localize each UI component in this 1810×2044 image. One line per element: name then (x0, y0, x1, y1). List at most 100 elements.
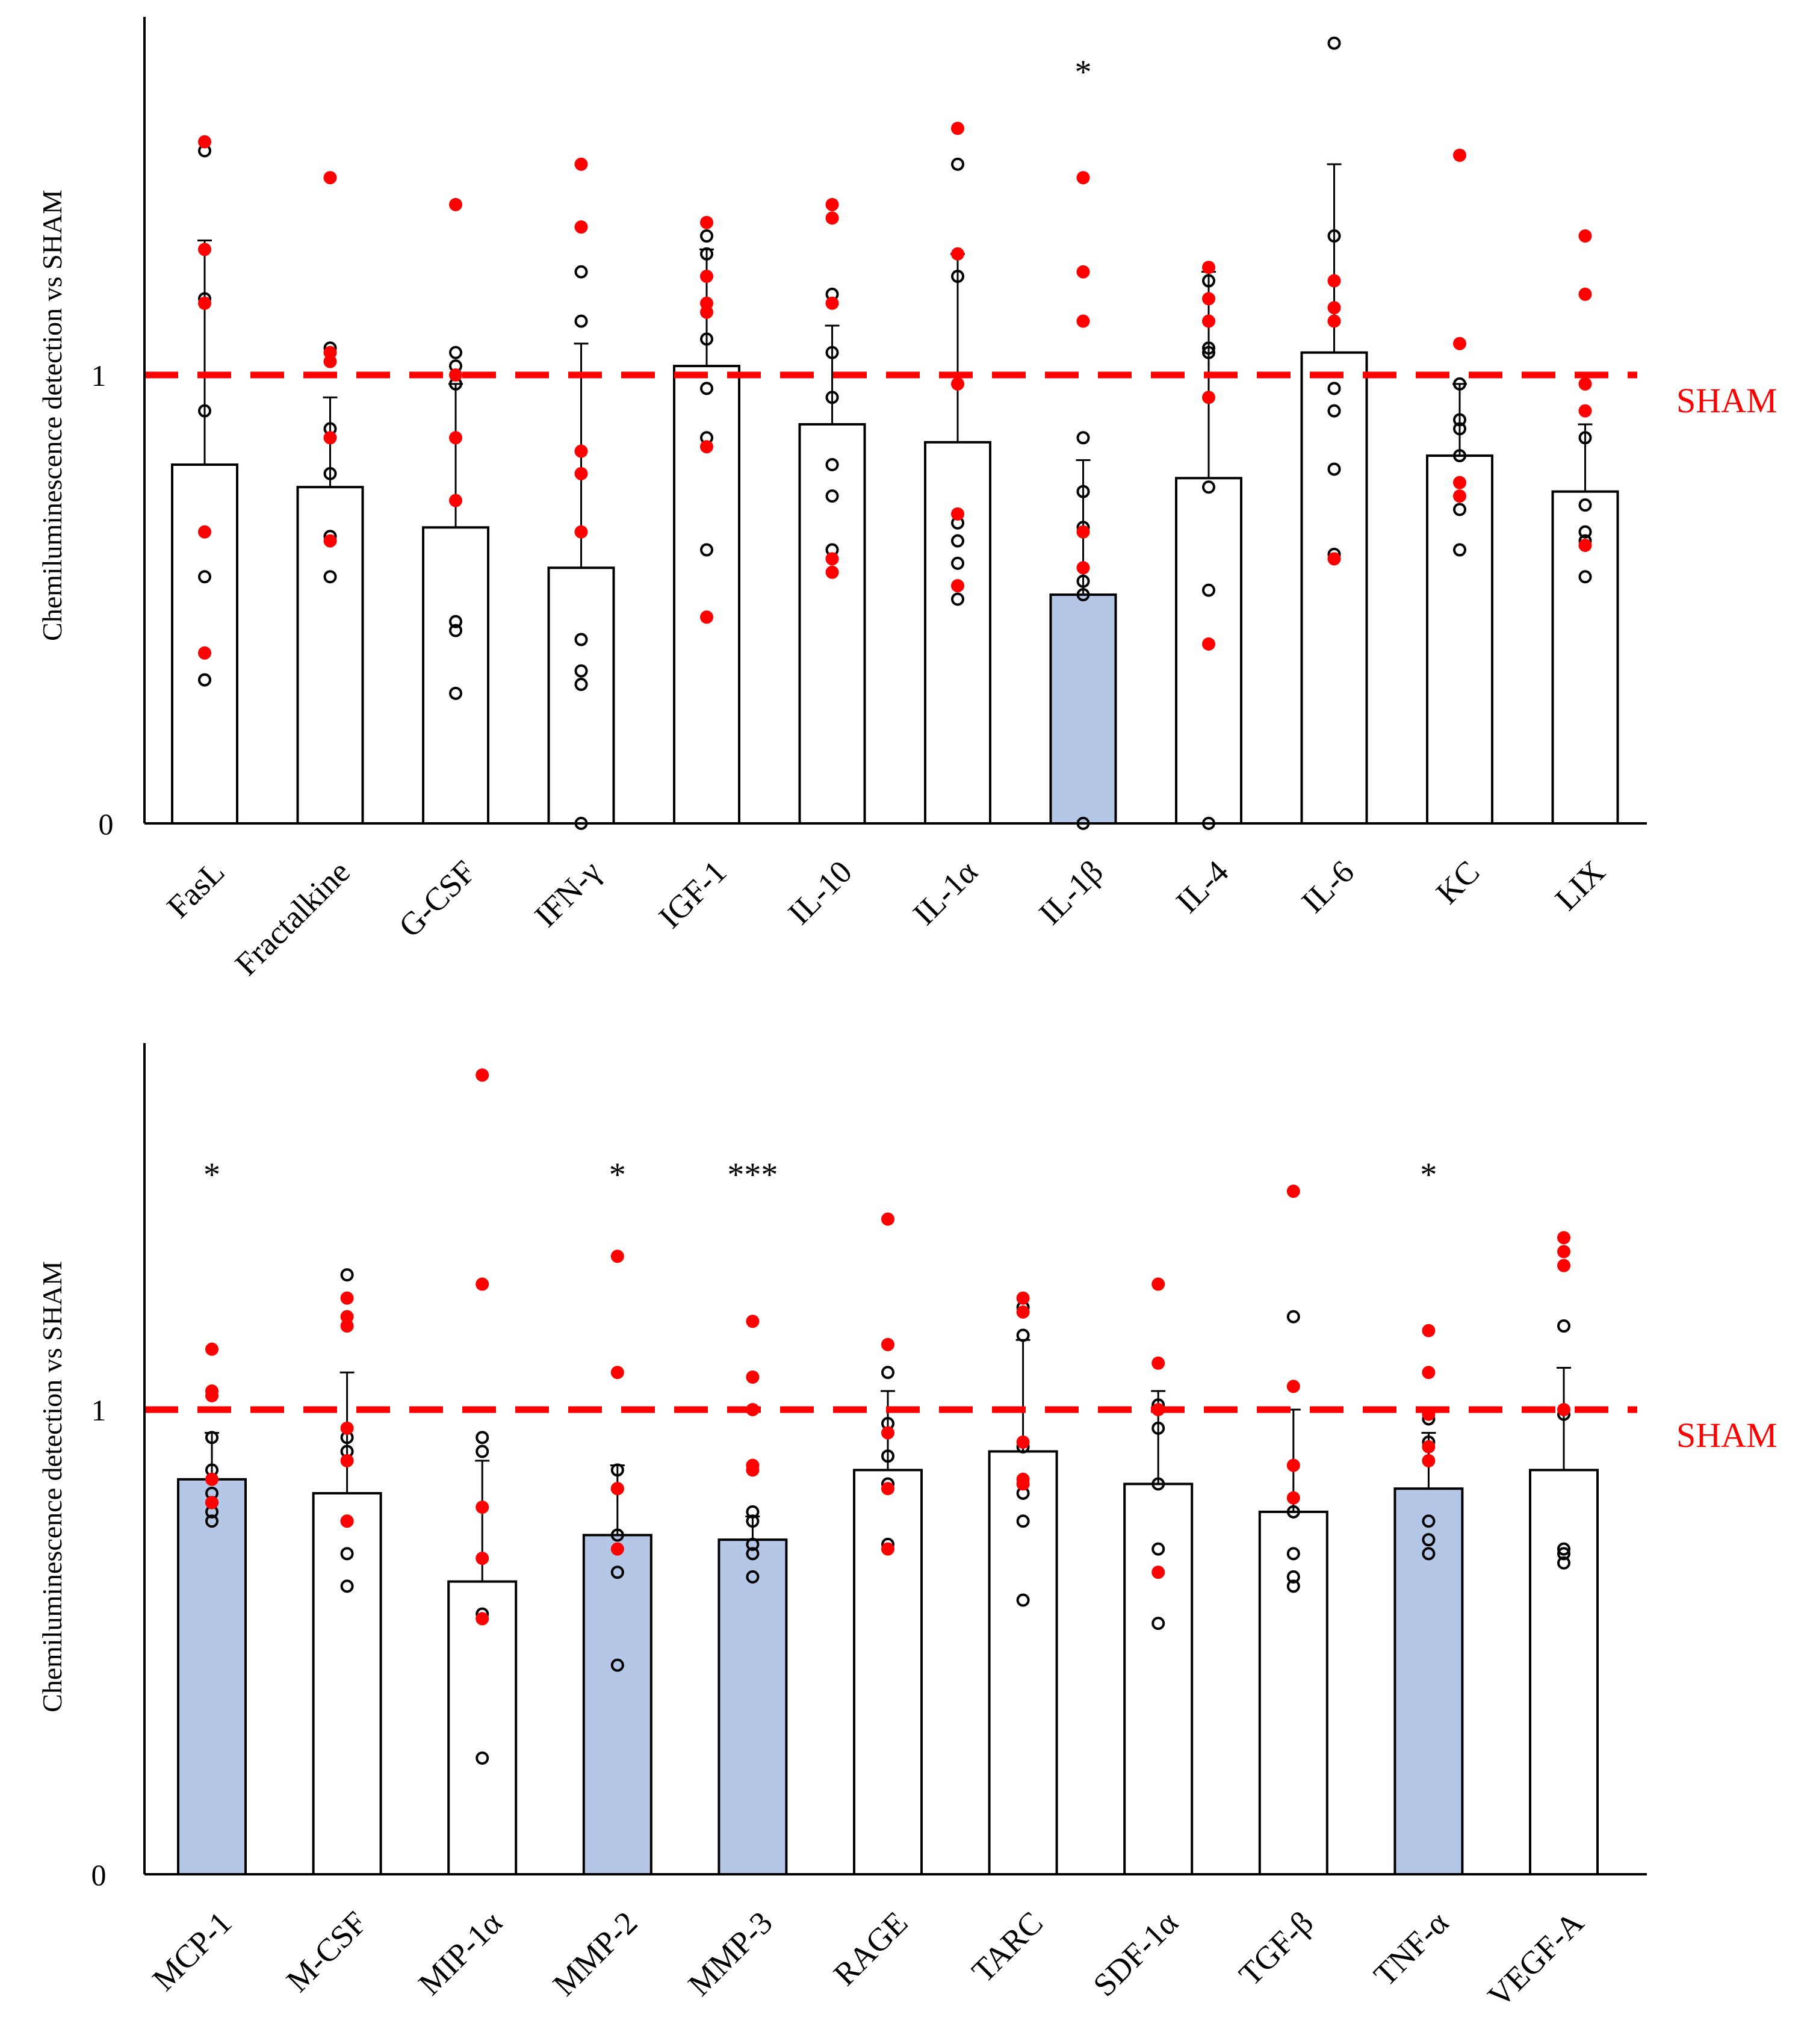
point-open-IFN-γ-1 (574, 314, 588, 328)
point-red-FasL-1 (198, 243, 211, 256)
point-open-MCP-1-5 (205, 1514, 219, 1528)
point-open-M-CSF-4 (340, 1547, 354, 1561)
point-open-LIX-0 (1578, 431, 1592, 445)
point-red-FasL-4 (198, 646, 211, 660)
point-red-SDF-1α-0 (1151, 1277, 1165, 1291)
point-red-M-CSF-3 (340, 1421, 354, 1435)
point-red-VEGF-A-1 (1557, 1245, 1570, 1259)
point-open-VEGF-A-0 (1557, 1319, 1570, 1333)
bar-FasL (171, 463, 238, 825)
point-red-G-CSF-2 (449, 431, 462, 445)
point-red-MMP-2-1 (610, 1366, 624, 1380)
point-red-IGF-1-3 (700, 305, 713, 319)
point-open-IL-10-4 (825, 489, 839, 503)
x-tick-label: Fractalkine (228, 853, 357, 982)
bar-G-CSF (422, 526, 489, 825)
point-red-IL-1α-2 (951, 377, 964, 391)
point-open-IFN-γ-4 (574, 678, 588, 692)
bar-MMP-2 (582, 1534, 652, 1875)
point-red-Fractalkine-3 (323, 431, 337, 445)
point-red-MMP-2-2 (610, 1482, 624, 1496)
significance-marker-TNF-α: * (1420, 1156, 1437, 1194)
point-red-IL-10-4 (825, 565, 839, 579)
point-open-SDF-1α-2 (1151, 1477, 1165, 1491)
point-red-IL-6-0 (1327, 274, 1341, 288)
point-red-MIP-1α-2 (476, 1500, 489, 1514)
point-open-Fractalkine-2 (323, 466, 337, 480)
bar-MCP-1 (177, 1478, 247, 1876)
point-red-TARC-1 (1016, 1305, 1030, 1319)
point-open-G-CSF-5 (449, 686, 462, 700)
point-red-IL-6-2 (1327, 314, 1341, 328)
point-open-IL-4-1 (1202, 341, 1215, 355)
bar-IL-1β (1049, 593, 1117, 825)
point-red-IL-1β-3 (1076, 525, 1090, 539)
point-open-IL-6-4 (1327, 462, 1341, 476)
point-open-MMP-3-4 (746, 1570, 760, 1584)
chart-panel-top: Chemiluminescence detection vs SHAM 0 1 … (37, 17, 1777, 982)
x-tick-label: LIX (1548, 853, 1612, 917)
point-open-KC-0 (1453, 377, 1466, 391)
point-red-IL-6-1 (1327, 301, 1341, 315)
point-red-G-CSF-1 (449, 368, 462, 382)
point-open-IL-1α-4 (951, 556, 964, 570)
point-red-IFN-γ-1 (574, 220, 588, 234)
point-open-MMP-3-1 (746, 1514, 760, 1528)
point-open-MCP-1-0 (205, 1431, 219, 1445)
point-open-VEGF-A-2 (1557, 1542, 1570, 1556)
point-red-TARC-0 (1016, 1291, 1030, 1305)
x-tick-label: FasL (160, 853, 232, 925)
point-red-MIP-1α-0 (476, 1068, 489, 1082)
point-red-RAGE-2 (881, 1426, 894, 1440)
point-red-M-CSF-0 (340, 1291, 354, 1305)
x-tick-label: TARC (965, 1904, 1050, 1989)
x-tick-label: IFN-γ (527, 853, 608, 934)
point-open-LIX-1 (1578, 498, 1592, 512)
bar-KC (1426, 454, 1493, 825)
significance-marker-MCP-1: * (203, 1156, 220, 1194)
bar-VEGF-A (1529, 1469, 1599, 1876)
point-red-TNF-α-4 (1422, 1454, 1436, 1467)
point-open-TGF-β-4 (1286, 1579, 1300, 1593)
point-open-IFN-γ-2 (574, 633, 588, 646)
point-red-IL-1α-4 (951, 579, 964, 593)
x-tick-label: TNF-α (1367, 1904, 1455, 1993)
point-red-TGF-β-0 (1286, 1185, 1300, 1198)
point-open-LIX-4 (1578, 570, 1592, 584)
point-red-IL-1α-0 (951, 122, 964, 135)
point-open-IL-4-4 (1202, 583, 1215, 597)
sham-label: SHAM (1676, 381, 1777, 420)
point-red-Fractalkine-0 (323, 171, 337, 185)
point-red-IL-6-3 (1327, 552, 1341, 566)
point-red-KC-2 (1453, 475, 1466, 489)
point-open-G-CSF-4 (449, 624, 462, 637)
point-open-IGF-1-3 (700, 382, 713, 395)
point-red-MIP-1α-1 (476, 1277, 489, 1291)
point-open-VEGF-A-4 (1557, 1556, 1570, 1570)
point-red-RAGE-3 (881, 1482, 894, 1496)
point-open-KC-1 (1453, 413, 1466, 427)
x-tick-label: IL-1β (1032, 853, 1110, 932)
point-open-IFN-γ-3 (574, 664, 588, 678)
point-red-TNF-α-0 (1422, 1324, 1436, 1337)
point-open-KC-2 (1453, 422, 1466, 436)
point-open-MMP-2-4 (610, 1658, 624, 1672)
point-open-IL-1α-0 (951, 157, 964, 171)
point-red-M-CSF-2 (340, 1319, 354, 1333)
significance-marker-MMP-2: * (609, 1156, 626, 1194)
point-open-TARC-5 (1016, 1593, 1030, 1607)
point-red-SDF-1α-1 (1151, 1356, 1165, 1370)
point-red-TNF-α-3 (1422, 1440, 1436, 1454)
point-red-Fractalkine-2 (323, 355, 337, 368)
point-open-FasL-2 (198, 404, 211, 418)
point-open-SDF-1α-3 (1151, 1542, 1165, 1556)
point-open-KC-3 (1453, 449, 1466, 463)
point-red-IL-10-2 (825, 296, 839, 310)
point-open-MIP-1α-0 (476, 1431, 489, 1445)
point-open-FasL-5 (198, 673, 211, 687)
point-red-LIX-0 (1578, 229, 1592, 243)
point-red-IL-10-3 (825, 552, 839, 566)
point-red-MMP-2-0 (610, 1250, 624, 1263)
point-red-FasL-2 (198, 296, 211, 310)
